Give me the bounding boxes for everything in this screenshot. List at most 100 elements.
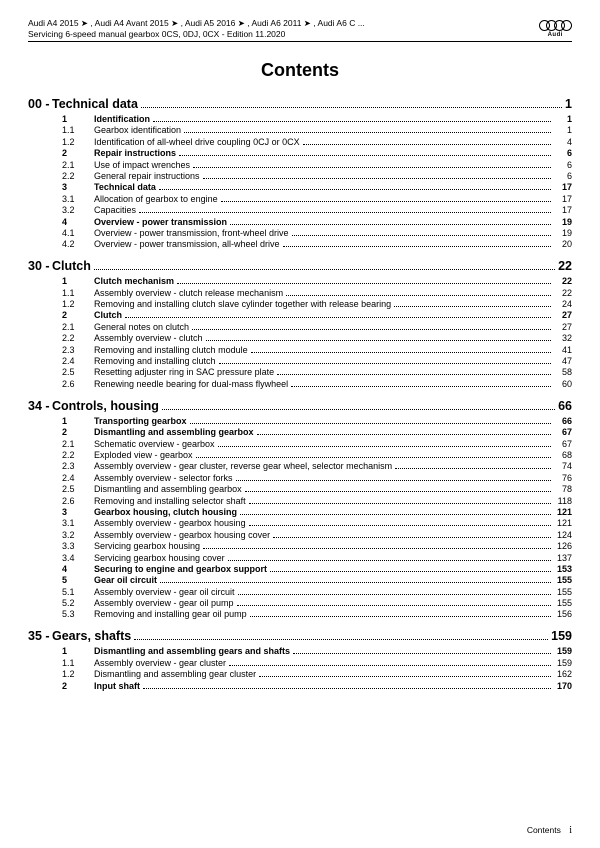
entry-page: 121: [554, 507, 572, 517]
dot-leader: [293, 653, 551, 654]
entry-number: 2.5: [62, 367, 94, 377]
brand-logo: Audi: [539, 20, 573, 38]
entry-label: General notes on clutch: [94, 322, 189, 332]
toc-row: 2.5Dismantling and assembling gearbox78: [28, 484, 572, 494]
entry-label: Dismantling and assembling gears and sha…: [94, 646, 290, 656]
entry-number: 1.1: [62, 658, 94, 668]
entry-page: 153: [554, 564, 572, 574]
dot-leader: [184, 132, 551, 133]
entry-label: Dismantling and assembling gearbox: [94, 427, 254, 437]
dot-leader: [141, 107, 562, 108]
entry-page: 68: [554, 450, 572, 460]
entry-number: 2.2: [62, 333, 94, 343]
section-page: 159: [551, 629, 572, 643]
entry-label: Removing and installing gear oil pump: [94, 609, 247, 619]
entry-number: 3.2: [62, 205, 94, 215]
dot-leader: [292, 235, 551, 236]
dot-leader: [283, 246, 551, 247]
entry-label: Dismantling and assembling gearbox: [94, 484, 242, 494]
entry-page: 156: [554, 609, 572, 619]
toc-row: 2.4Assembly overview - selector forks76: [28, 473, 572, 483]
section-title: Clutch: [52, 259, 91, 273]
entry-page: 159: [554, 646, 572, 656]
toc-row: 1.2Dismantling and assembling gear clust…: [28, 669, 572, 679]
dot-leader: [218, 446, 551, 447]
dot-leader: [245, 491, 551, 492]
dot-leader: [273, 537, 551, 538]
entry-label: Removing and installing clutch slave cyl…: [94, 299, 391, 309]
entry-page: 121: [554, 518, 572, 528]
entry-number: 2.1: [62, 439, 94, 449]
dot-leader: [219, 363, 551, 364]
entry-label: Assembly overview - clutch: [94, 333, 203, 343]
entry-number: 2.4: [62, 473, 94, 483]
entry-number: 1: [62, 416, 94, 426]
dot-leader: [196, 457, 551, 458]
entry-number: 2.1: [62, 322, 94, 332]
entry-label: Clutch mechanism: [94, 276, 174, 286]
toc-row: 2.3Removing and installing clutch module…: [28, 345, 572, 355]
entry-number: 2.6: [62, 496, 94, 506]
page-footer: Contents i: [527, 825, 572, 836]
entry-label: Removing and installing selector shaft: [94, 496, 246, 506]
entry-label: Gearbox identification: [94, 125, 181, 135]
toc-row: 5.2Assembly overview - gear oil pump155: [28, 598, 572, 608]
entry-page: 1: [554, 114, 572, 124]
entry-page: 60: [554, 379, 572, 389]
entry-page: 67: [554, 427, 572, 437]
toc-row: 2Repair instructions6: [28, 148, 572, 158]
entry-number: 2.4: [62, 356, 94, 366]
dot-leader: [160, 582, 551, 583]
dot-leader: [221, 201, 551, 202]
dot-leader: [250, 616, 551, 617]
entry-page: 20: [554, 239, 572, 249]
entry-page: 126: [554, 541, 572, 551]
entry-label: Overview - power transmission, all-wheel…: [94, 239, 280, 249]
toc-row: 2.1Use of impact wrenches6: [28, 160, 572, 170]
entry-page: 22: [554, 276, 572, 286]
entry-number: 2.2: [62, 450, 94, 460]
dot-leader: [230, 224, 551, 225]
toc-row: 2.3Assembly overview - gear cluster, rev…: [28, 461, 572, 471]
entry-label: Assembly overview - gear cluster, revers…: [94, 461, 392, 471]
entry-label: Assembly overview - gearbox housing cove…: [94, 530, 270, 540]
toc-row: 3.4Servicing gearbox housing cover137: [28, 553, 572, 563]
entry-page: 22: [554, 288, 572, 298]
section-title: Technical data: [52, 97, 138, 111]
entry-page: 58: [554, 367, 572, 377]
entry-number: 3: [62, 507, 94, 517]
entry-page: 137: [554, 553, 572, 563]
dot-leader: [395, 468, 551, 469]
dot-leader: [259, 676, 551, 677]
section-number: 30 -: [28, 259, 52, 273]
entry-number: 5.2: [62, 598, 94, 608]
entry-number: 4: [62, 217, 94, 227]
entry-label: Schematic overview - gearbox: [94, 439, 215, 449]
dot-leader: [192, 329, 551, 330]
toc-row: 4.2Overview - power transmission, all-wh…: [28, 239, 572, 249]
toc-row: 3.2Capacities17: [28, 205, 572, 215]
section-heading: 00 -Technical data1: [28, 97, 572, 111]
toc-row: 1Dismantling and assembling gears and sh…: [28, 646, 572, 656]
entry-number: 2: [62, 427, 94, 437]
footer-page-number: i: [569, 825, 572, 836]
toc-row: 4Securing to engine and gearbox support1…: [28, 564, 572, 574]
entry-number: 5.1: [62, 587, 94, 597]
dot-leader: [249, 503, 551, 504]
dot-leader: [228, 560, 551, 561]
dot-leader: [125, 317, 551, 318]
entry-label: Capacities: [94, 205, 136, 215]
entry-number: 2: [62, 148, 94, 158]
entry-page: 19: [554, 217, 572, 227]
entry-label: Exploded view - gearbox: [94, 450, 193, 460]
dot-leader: [179, 155, 551, 156]
entry-page: 66: [554, 416, 572, 426]
entry-number: 3.1: [62, 518, 94, 528]
dot-leader: [229, 665, 551, 666]
entry-number: 2.5: [62, 484, 94, 494]
dot-leader: [143, 688, 551, 689]
dot-leader: [203, 178, 551, 179]
toc-row: 2Input shaft170: [28, 681, 572, 691]
entry-number: 4: [62, 564, 94, 574]
entry-label: Assembly overview - clutch release mecha…: [94, 288, 283, 298]
